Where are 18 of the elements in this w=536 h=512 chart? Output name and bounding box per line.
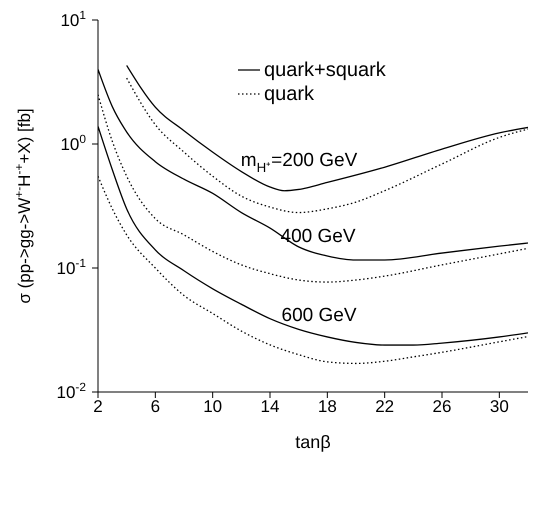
y-tick-label: 10$^{0}$	[60, 132, 86, 154]
y-tick-label: 10$^{-2}$	[56, 380, 86, 402]
x-tick-label: 2	[93, 397, 103, 416]
legend-label: quark+squark	[264, 58, 386, 82]
x-tick-label: 22	[375, 397, 394, 416]
annotation: 400 GeV	[280, 226, 356, 248]
y-tick-label: 10$^{1}$	[60, 8, 86, 30]
y-tick-label: 10$^{-1}$	[56, 256, 86, 278]
x-tick-label: 6	[150, 397, 160, 416]
x-tick-label: 10	[203, 397, 222, 416]
annotation: m$_{H⁺}$=200 GeV	[240, 150, 358, 176]
annotation: 600 GeV	[282, 305, 357, 326]
x-tick-label: 18	[318, 397, 337, 416]
x-axis-title: tanβ	[295, 432, 331, 452]
x-tick-label: 26	[432, 397, 452, 416]
x-tick-label: 30	[490, 397, 509, 416]
x-tick-label: 14	[260, 397, 280, 416]
legend-label: quark	[264, 82, 314, 106]
